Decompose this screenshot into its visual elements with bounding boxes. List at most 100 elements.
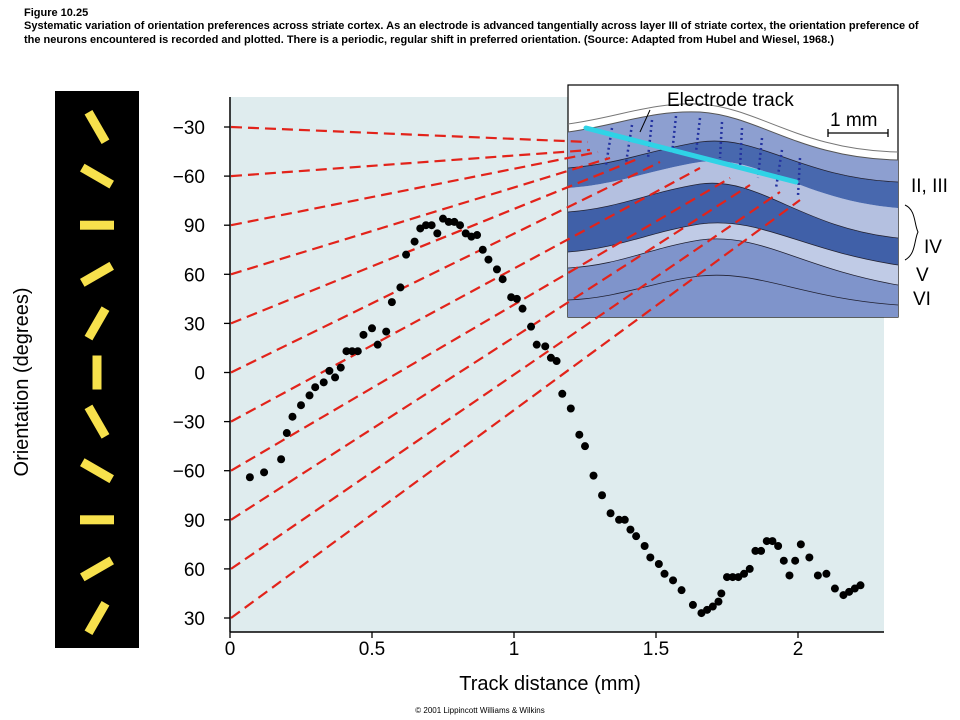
data-point — [620, 515, 629, 524]
data-point — [606, 509, 615, 518]
data-point — [708, 602, 717, 611]
data-point — [581, 442, 589, 451]
projection-lines — [230, 125, 801, 619]
y-tick-label: −60 — [173, 462, 205, 483]
data-point — [751, 546, 760, 555]
data-point — [757, 546, 766, 555]
orientation-column — [738, 127, 744, 169]
layer-vi-band — [568, 238, 898, 317]
data-point — [527, 322, 536, 331]
data-point — [473, 231, 482, 240]
data-point — [791, 556, 800, 565]
data-point — [552, 357, 561, 366]
data-point — [492, 265, 501, 274]
y-tick-label: 60 — [184, 560, 205, 581]
orientation-bar — [80, 261, 114, 287]
orientation-bar — [80, 515, 114, 525]
data-point — [762, 537, 771, 546]
surface-line — [568, 111, 898, 161]
data-point — [260, 468, 269, 477]
y-tick-label: 90 — [184, 511, 205, 532]
data-points — [245, 214, 865, 618]
data-point — [311, 383, 320, 392]
data-point — [396, 283, 405, 292]
layer-iv-brace — [904, 204, 919, 261]
figure-caption: Figure 10.25 Systematic variation of ori… — [24, 7, 924, 47]
data-point — [245, 473, 254, 482]
x-tick-label: 1 — [509, 639, 520, 660]
x-tick-label: 0.5 — [359, 639, 385, 660]
data-point — [421, 221, 430, 230]
electrode-track-label: Electrode track — [667, 90, 794, 111]
data-point — [774, 541, 783, 550]
data-point — [796, 540, 805, 549]
layer-v-light-band — [568, 222, 898, 285]
y-tick-label: 0 — [194, 364, 205, 385]
projection-line — [230, 167, 701, 423]
data-point — [277, 455, 286, 464]
data-point — [331, 373, 340, 382]
x-tick-label: 0 — [225, 639, 236, 660]
data-point — [541, 342, 550, 351]
data-point — [805, 553, 814, 562]
data-point — [433, 229, 442, 238]
data-point — [677, 586, 686, 595]
data-point — [512, 294, 521, 303]
projection-line — [230, 150, 599, 227]
orientation-column — [670, 115, 678, 155]
data-point — [640, 541, 649, 550]
data-point — [714, 597, 723, 606]
electrode-track-line — [583, 125, 799, 185]
orientation-column — [718, 121, 724, 159]
scale-bar-label: 1 mm — [830, 110, 878, 131]
data-point — [427, 221, 436, 230]
orientation-bar — [84, 306, 110, 341]
data-point — [626, 525, 635, 534]
data-point — [444, 217, 453, 226]
x-axis-ticks: 0 0.5 1 1.5 2 — [225, 632, 804, 660]
data-point — [484, 255, 493, 264]
y-tick-label: −30 — [173, 413, 205, 434]
caption-text: Systematic variation of orientation pref… — [24, 20, 919, 46]
data-point — [830, 584, 839, 593]
data-point — [688, 600, 697, 609]
data-point — [325, 366, 334, 375]
x-tick-label: 2 — [793, 639, 804, 660]
layer-label-vi: VI — [913, 289, 931, 310]
data-point — [654, 559, 663, 568]
data-point — [646, 553, 655, 562]
data-point — [728, 573, 737, 582]
figure-label: Figure 10.25 — [24, 7, 89, 19]
layer-label-iv: IV — [924, 237, 942, 258]
layer-boundary — [568, 140, 898, 183]
projection-line — [230, 177, 731, 472]
data-point — [740, 569, 749, 578]
data-point — [456, 221, 465, 230]
projection-line — [230, 199, 801, 619]
data-point — [723, 573, 731, 582]
orientation-bar — [92, 355, 102, 390]
layer-boundary — [568, 274, 898, 306]
data-point — [518, 304, 527, 313]
data-point — [813, 571, 822, 580]
orientation-column — [694, 117, 702, 153]
data-point — [305, 391, 314, 400]
data-point — [575, 430, 584, 439]
orientation-bar — [84, 110, 110, 144]
data-point — [336, 363, 345, 372]
layer-boundary — [568, 182, 898, 239]
data-point — [387, 298, 396, 307]
data-point — [382, 327, 391, 336]
data-point — [669, 576, 678, 585]
y-axis-label: Orientation (degrees) — [11, 288, 33, 477]
data-point — [589, 471, 598, 480]
data-point — [348, 347, 357, 356]
data-point — [768, 537, 777, 546]
layer-ivc-band — [568, 161, 898, 238]
data-point — [368, 324, 376, 333]
cortex-inset: Electrode track 1 mm — [567, 84, 899, 318]
orientation-column — [624, 124, 634, 164]
data-point — [598, 491, 607, 500]
data-point — [785, 571, 794, 580]
